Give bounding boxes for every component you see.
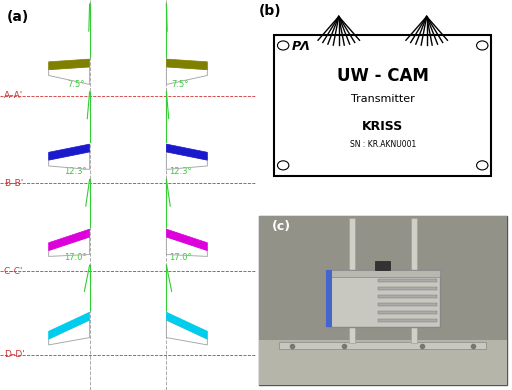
Text: A–A': A–A' [4, 91, 23, 100]
Bar [259, 216, 507, 340]
Text: 7.5°: 7.5° [67, 80, 84, 89]
Bar [411, 218, 417, 343]
Bar [326, 270, 332, 327]
Bar [274, 35, 492, 176]
Text: B–B': B–B' [4, 179, 23, 188]
Polygon shape [166, 312, 207, 339]
Bar [377, 319, 437, 322]
Bar [259, 340, 507, 385]
Polygon shape [49, 229, 90, 250]
Text: KRISS: KRISS [362, 120, 403, 133]
Text: Transmitter: Transmitter [351, 94, 415, 104]
Bar [377, 287, 437, 290]
Bar [377, 311, 437, 314]
Polygon shape [166, 229, 207, 250]
Bar [280, 342, 486, 349]
Polygon shape [49, 59, 90, 69]
Bar [326, 270, 440, 327]
Bar [375, 261, 391, 270]
Text: UW - CAM: UW - CAM [337, 67, 429, 85]
Text: 12.3°: 12.3° [169, 167, 192, 176]
Bar [377, 295, 437, 298]
Bar [377, 279, 437, 282]
Text: (a): (a) [6, 10, 29, 24]
Text: 12.3°: 12.3° [64, 167, 87, 176]
Text: 17.0°: 17.0° [64, 253, 87, 262]
Polygon shape [166, 59, 207, 69]
Bar [326, 270, 440, 277]
Bar [377, 303, 437, 306]
Text: 2.5°: 2.5° [172, 0, 189, 1]
Text: (b): (b) [259, 4, 281, 18]
Text: 17.0°: 17.0° [169, 253, 192, 262]
Text: (c): (c) [271, 220, 291, 232]
Polygon shape [49, 144, 90, 160]
Polygon shape [166, 144, 207, 160]
Text: C–C': C–C' [4, 266, 24, 276]
Text: 7.5°: 7.5° [172, 80, 189, 89]
Polygon shape [49, 312, 90, 339]
Text: PΛ: PΛ [292, 40, 311, 53]
Text: 2.5°: 2.5° [67, 0, 84, 1]
Text: SN : KR.AKNU001: SN : KR.AKNU001 [350, 140, 416, 149]
Bar [349, 218, 355, 343]
Text: D–D': D–D' [4, 350, 25, 360]
